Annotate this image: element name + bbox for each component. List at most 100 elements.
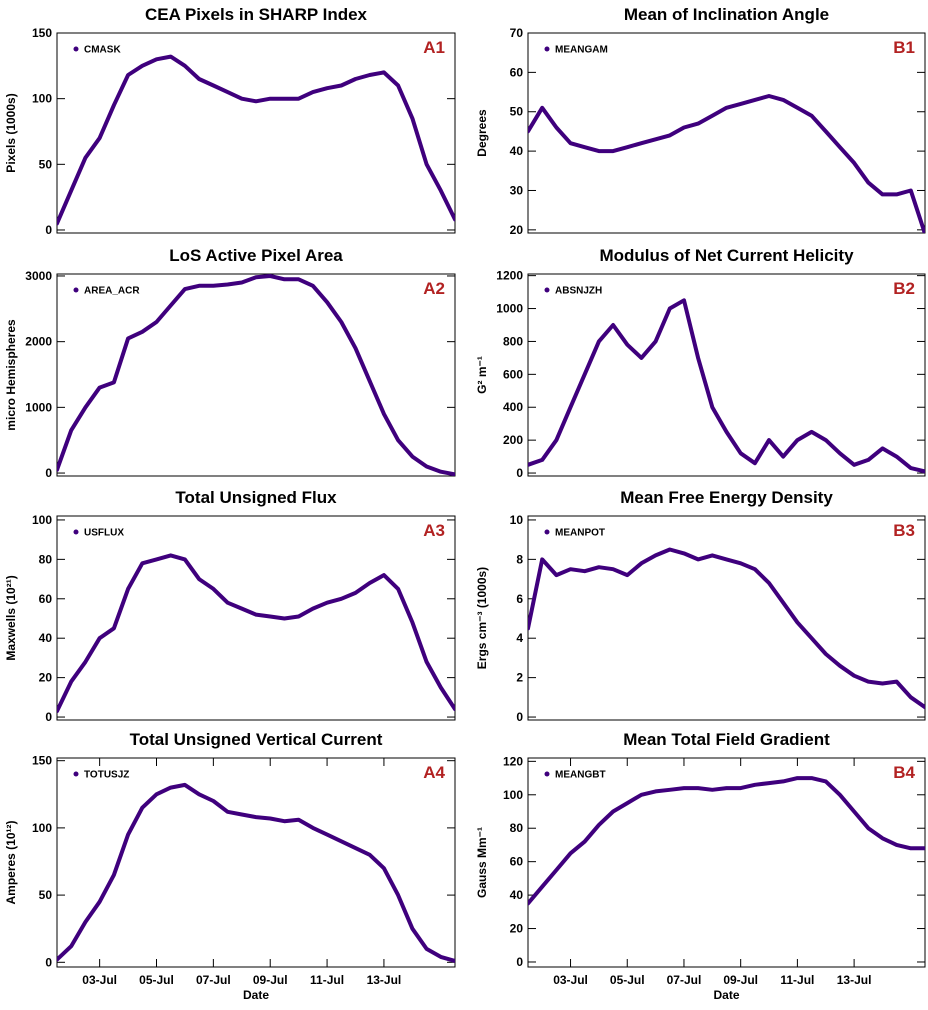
y-tick-label: 60 [39,592,53,606]
y-tick-label: 100 [32,513,52,527]
x-tick-label: 03-Jul [553,973,588,987]
legend-marker [73,46,79,52]
x-tick-label: 07-Jul [196,973,231,987]
y-tick-label: 2 [516,671,523,685]
x-axis-label: Date [713,988,739,1002]
y-tick-label: 0 [516,466,523,480]
x-tick-label: 09-Jul [253,973,288,987]
plot-frame [527,515,926,721]
legend-label: MEANGBT [555,770,606,781]
y-tick-label: 6 [516,592,523,606]
y-tick-label: 70 [510,26,524,40]
chart-title: Total Unsigned Flux [175,488,337,507]
chart-title: Total Unsigned Vertical Current [130,730,383,749]
y-tick-label: 400 [503,400,523,414]
y-tick-label: 150 [32,26,52,40]
y-tick-label: 30 [510,183,524,197]
series-line [57,274,455,476]
panel-annotation: B4 [893,763,915,782]
y-axis-label: G² m⁻¹ [475,356,489,394]
legend-label: MEANGAM [555,45,608,56]
chart-title: LoS Active Pixel Area [169,246,343,265]
y-tick-label: 40 [39,631,53,645]
plot-frame [527,32,926,234]
y-axis-label: Degrees [475,109,489,157]
y-tick-label: 0 [45,223,52,237]
y-tick-label: 80 [510,821,524,835]
legend-marker [73,287,79,293]
legend-marker [544,287,550,293]
y-tick-label: 40 [510,888,524,902]
y-tick-label: 20 [39,671,53,685]
series-line [528,94,925,233]
plot-frame [527,757,926,968]
y-axis-label: Maxwells (10²¹) [4,575,18,660]
y-tick-label: 800 [503,334,523,348]
y-tick-label: 0 [516,710,523,724]
y-axis-label: micro Hemispheres [4,319,18,431]
x-tick-label: 09-Jul [723,973,758,987]
y-tick-label: 50 [39,157,53,171]
y-tick-label: 100 [32,821,52,835]
y-tick-label: 0 [516,955,523,969]
y-tick-label: 50 [510,105,524,119]
legend-marker [544,46,550,52]
y-tick-label: 20 [510,922,524,936]
plot-frame [56,515,456,721]
y-tick-label: 0 [45,955,52,969]
legend-marker [544,529,550,535]
y-tick-label: 100 [32,92,52,106]
y-tick-label: 100 [503,788,523,802]
series-line [57,54,455,226]
series-line [528,547,925,710]
series-line [528,298,925,474]
x-axis-label: Date [243,988,269,1002]
panel-annotation: A2 [423,279,445,298]
x-tick-label: 11-Jul [780,973,814,987]
chart-title: Modulus of Net Current Helicity [599,246,854,265]
panel-annotation: A4 [423,763,445,782]
legend-marker [544,771,550,777]
legend-label: MEANPOT [555,528,605,539]
y-tick-label: 1000 [496,302,523,316]
y-tick-label: 3000 [25,269,52,283]
x-tick-label: 05-Jul [139,973,174,987]
legend-label: AREA_ACR [84,286,140,297]
y-axis-label: Pixels (1000s) [4,93,18,172]
x-tick-label: 13-Jul [837,973,872,987]
series-line [57,782,455,963]
chart-title: Mean Free Energy Density [620,488,833,507]
y-tick-label: 50 [39,888,53,902]
x-tick-label: 03-Jul [82,973,117,987]
y-axis-label: Gauss Mm⁻¹ [475,827,489,898]
y-tick-label: 200 [503,433,523,447]
y-tick-label: 0 [45,466,52,480]
x-tick-label: 11-Jul [310,973,344,987]
panel-annotation: B3 [893,521,915,540]
x-tick-label: 05-Jul [610,973,645,987]
y-tick-label: 10 [510,513,524,527]
y-tick-label: 40 [510,144,524,158]
y-tick-label: 0 [45,710,52,724]
legend-marker [73,529,79,535]
x-tick-label: 13-Jul [367,973,402,987]
y-tick-label: 8 [516,552,523,566]
legend-label: CMASK [84,45,121,56]
y-tick-label: 1200 [496,269,523,283]
legend-label: ABSNJZH [555,286,602,297]
plot-frame [56,273,456,477]
legend-marker [73,771,79,777]
chart-title: CEA Pixels in SHARP Index [145,5,368,24]
series-line [528,776,925,906]
y-tick-label: 60 [510,855,524,869]
panel-annotation: B1 [893,38,915,57]
y-axis-label: Ergs cm⁻³ (1000s) [475,567,489,669]
chart-title: Mean Total Field Gradient [623,730,830,749]
y-tick-label: 20 [510,223,524,237]
plot-frame [527,273,926,477]
plot-frame [56,32,456,234]
y-tick-label: 1000 [25,400,52,414]
y-tick-label: 80 [39,552,53,566]
y-axis-label: Amperes (10¹²) [4,820,18,904]
